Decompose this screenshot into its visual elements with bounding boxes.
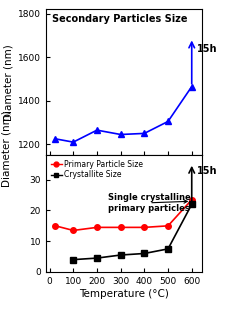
Primary Particle Size xyxy=(190,198,192,201)
Text: Single crystalline
primary particles: Single crystalline primary particles xyxy=(107,193,190,213)
Crystallite Size xyxy=(71,258,74,261)
Text: Diameter (nm): Diameter (nm) xyxy=(2,110,12,187)
Primary Particle Size xyxy=(142,226,145,229)
Primary Particle Size xyxy=(166,224,169,228)
Crystallite Size xyxy=(95,256,98,260)
Line: Primary Particle Size: Primary Particle Size xyxy=(52,197,194,233)
Text: Secondary Particles Size: Secondary Particles Size xyxy=(52,14,187,24)
Legend: Primary Particle Size, Crystallite Size: Primary Particle Size, Crystallite Size xyxy=(50,159,144,180)
Text: 15h: 15h xyxy=(196,166,216,176)
Crystallite Size xyxy=(190,202,192,206)
Primary Particle Size xyxy=(119,226,122,229)
Y-axis label: Diameter (nm): Diameter (nm) xyxy=(4,44,14,121)
Line: Crystallite Size: Crystallite Size xyxy=(70,201,194,262)
Primary Particle Size xyxy=(54,224,57,228)
Primary Particle Size xyxy=(71,229,74,232)
X-axis label: Temperature (°C): Temperature (°C) xyxy=(79,289,168,298)
Crystallite Size xyxy=(142,252,145,255)
Primary Particle Size xyxy=(95,226,98,229)
Text: 15h: 15h xyxy=(196,44,216,54)
Crystallite Size xyxy=(166,247,169,251)
Crystallite Size xyxy=(119,253,122,257)
